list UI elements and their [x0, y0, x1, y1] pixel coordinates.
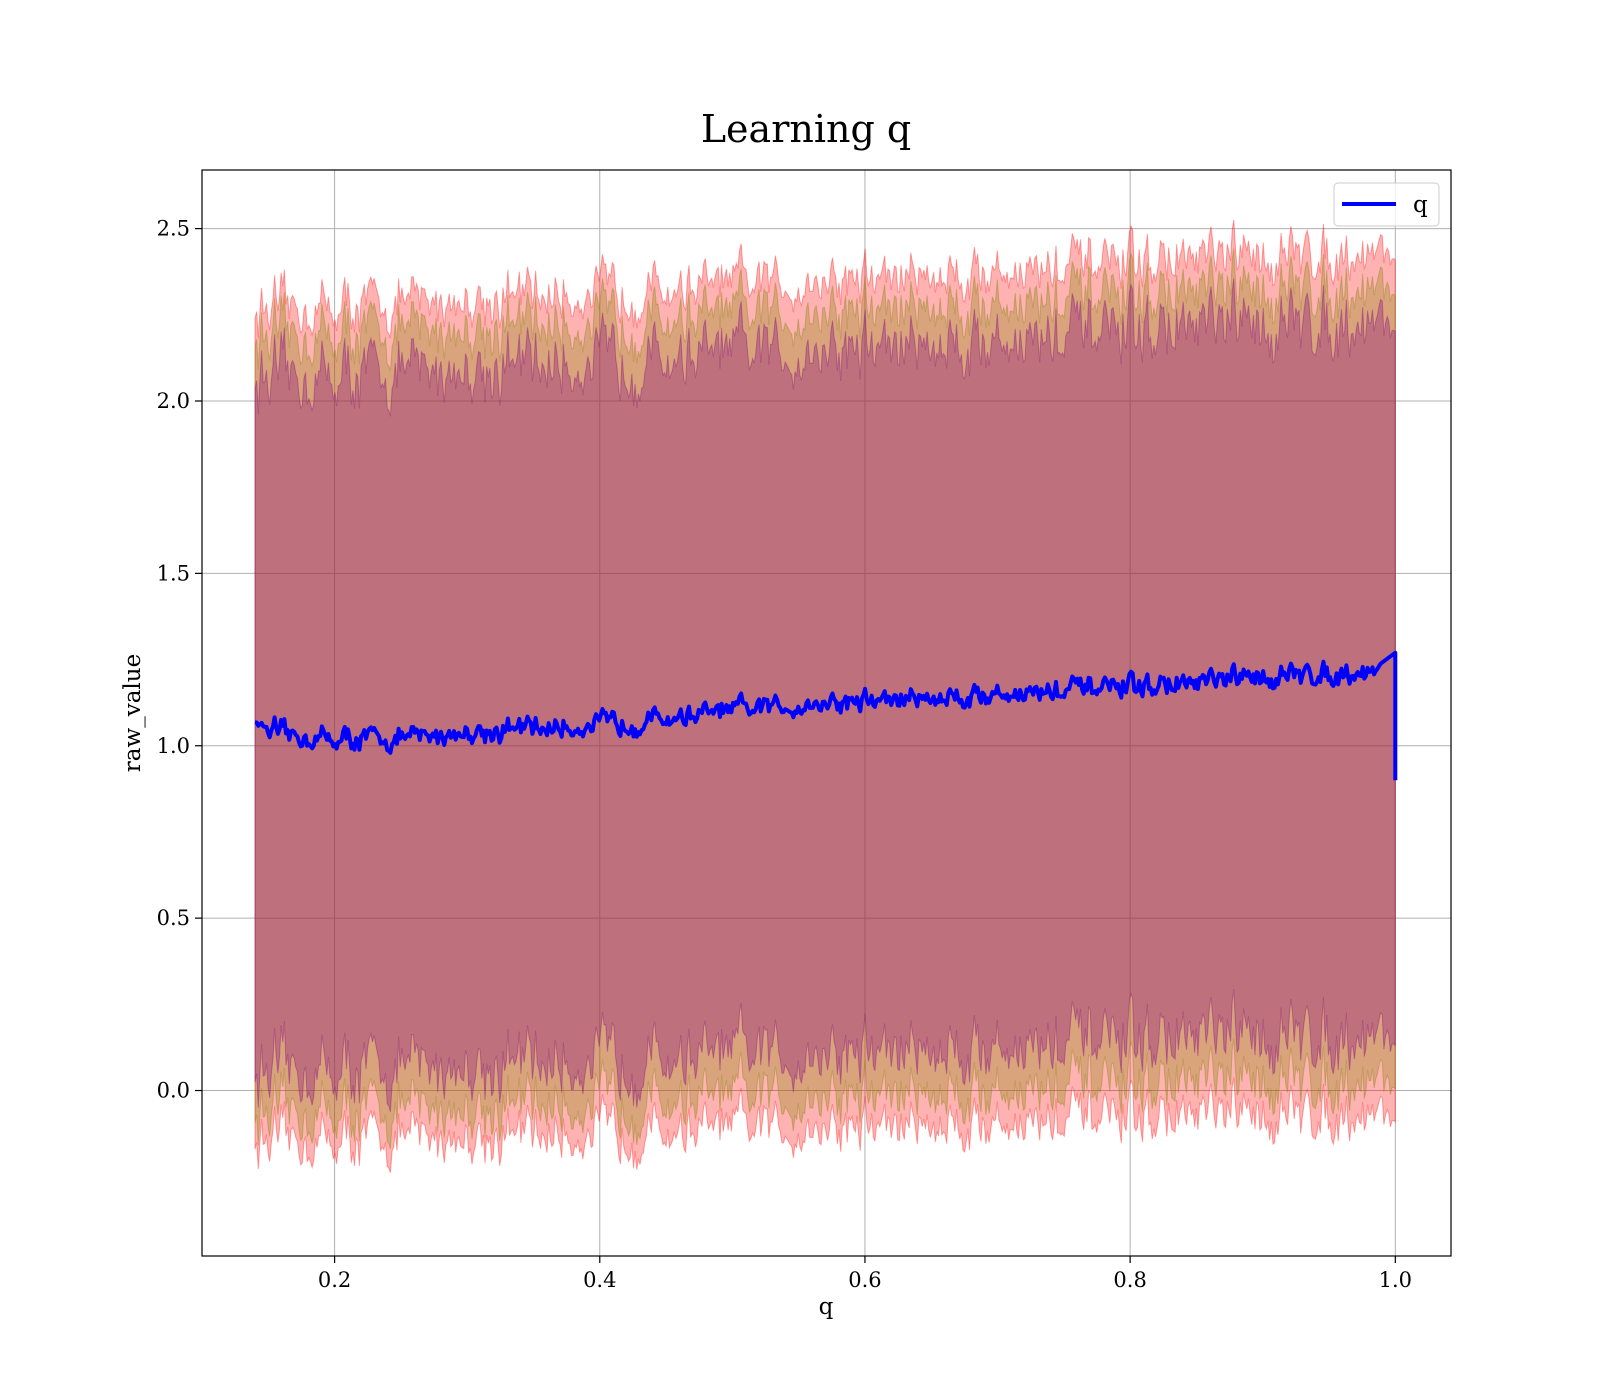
x-tick-label: 1.0 — [1379, 1268, 1412, 1292]
x-tick-label: 0.8 — [1113, 1268, 1146, 1292]
chart-title: Learning q — [701, 107, 911, 151]
series-lines — [254, 650, 1398, 781]
y-tick-label: 0.5 — [157, 906, 190, 930]
x-axis-label: q — [819, 1294, 834, 1320]
x-tick-label: 0.2 — [318, 1268, 351, 1292]
band-2 — [254, 278, 1396, 1112]
y-axis-label: raw_value — [120, 654, 146, 772]
plot-frame — [201, 169, 1452, 1257]
band-0 — [254, 219, 1396, 1173]
y-tick-label: 1.0 — [157, 734, 190, 758]
y-tick-label: 2.0 — [157, 389, 190, 413]
legend: q — [1333, 182, 1440, 227]
y-tick-label: 2.5 — [157, 217, 190, 241]
y-tick-label: 0.0 — [157, 1079, 190, 1103]
band-1 — [254, 248, 1396, 1150]
x-tick-label: 0.4 — [583, 1268, 616, 1292]
axis-ticks: 0.2 0.4 0.6 0.8 1.0 0.0 0.5 1.0 1.5 2.0 2.5 — [157, 217, 1412, 1292]
series-line-q — [254, 650, 1398, 781]
confidence-bands — [254, 219, 1396, 1173]
x-tick-label: 0.6 — [848, 1268, 881, 1292]
y-tick-label: 1.5 — [157, 561, 190, 585]
legend-label-q: q — [1413, 192, 1428, 218]
